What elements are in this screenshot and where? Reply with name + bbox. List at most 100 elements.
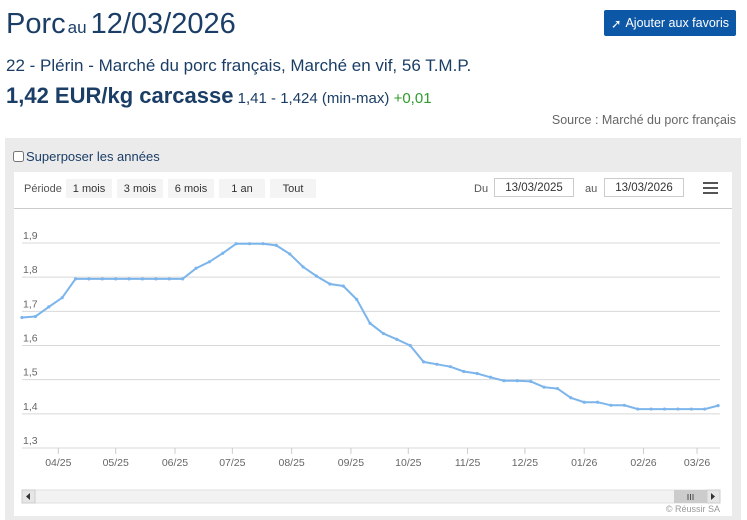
data-point (301, 265, 305, 269)
data-point (261, 242, 265, 246)
data-point (368, 321, 372, 325)
x-tick-label: 06/25 (162, 457, 188, 469)
data-point (355, 297, 359, 301)
arrow-left-icon (26, 493, 30, 500)
toolbar-divider (14, 208, 732, 209)
y-tick-label: 1,5 (23, 367, 38, 379)
period-6-months-button[interactable]: 6 mois (168, 179, 214, 198)
market-subtitle: 22 - Plérin - Marché du porc français, M… (6, 56, 472, 75)
data-point (462, 369, 466, 374)
x-tick-label: 08/25 (278, 457, 304, 469)
data-point (529, 379, 533, 383)
period-1-month-button[interactable]: 1 mois (66, 179, 112, 198)
data-point (488, 375, 493, 379)
data-point (408, 343, 412, 348)
price-value: 1,42 EUR/kg carcasse (6, 83, 234, 108)
data-point (127, 277, 131, 281)
overlay-years-checkbox[interactable] (13, 151, 24, 162)
overlay-years-label: Superposer les années (26, 149, 160, 164)
hamburger-menu-icon[interactable] (703, 182, 718, 194)
price-range: 1,41 - 1,424 (min-max) (237, 90, 390, 107)
arrow-right-icon (711, 493, 715, 500)
data-point (20, 315, 24, 320)
data-point (194, 266, 198, 270)
data-point (662, 407, 667, 411)
data-point (234, 242, 238, 246)
data-point (207, 260, 212, 264)
data-point (288, 252, 292, 256)
period-all-button[interactable]: Tout (270, 179, 316, 198)
data-point (448, 365, 452, 369)
data-point (181, 277, 185, 281)
data-point (87, 277, 91, 281)
data-point (689, 407, 693, 411)
data-point (676, 407, 680, 411)
data-point (247, 242, 252, 246)
data-point (622, 403, 626, 407)
credits: © Réussir SA (666, 504, 720, 514)
data-point (421, 360, 426, 364)
y-tick-label: 1,8 (23, 264, 38, 276)
data-point (341, 284, 345, 288)
data-point (100, 277, 104, 281)
product-name: Porc (6, 8, 66, 40)
period-1-year-button[interactable]: 1 an (219, 179, 265, 198)
y-tick-label: 1,7 (23, 298, 38, 310)
from-date-input[interactable]: 13/03/2025 (494, 178, 574, 197)
y-tick-label: 1,4 (23, 401, 38, 413)
quote-date: 12/03/2026 (90, 8, 236, 40)
x-tick-label: 11/25 (455, 457, 481, 469)
source-text: Source : Marché du porc français (551, 113, 736, 127)
price-change: +0,01 (393, 90, 432, 107)
period-label: Période (24, 183, 62, 195)
data-point (609, 403, 613, 407)
data-point (167, 277, 171, 281)
data-point (475, 371, 479, 376)
to-label: au (585, 183, 598, 195)
period-3-months-button[interactable]: 3 mois (117, 179, 163, 198)
data-point (596, 400, 600, 404)
data-point (502, 379, 506, 383)
y-tick-label: 1,9 (23, 230, 38, 242)
x-tick-label: 03/26 (684, 457, 710, 469)
to-date-input[interactable]: 13/03/2026 (604, 178, 684, 197)
price-line: 1,42 EUR/kg carcasse 1,41 - 1,424 (min-m… (6, 83, 432, 109)
overlay-years-toggle[interactable]: Superposer les années (13, 149, 160, 164)
data-point (60, 296, 64, 300)
data-point (636, 407, 640, 411)
data-point (154, 277, 158, 281)
x-tick-label: 04/25 (45, 457, 71, 469)
data-point (274, 243, 278, 247)
price-series-line (21, 242, 719, 411)
x-tick-label: 02/26 (630, 457, 656, 469)
x-tick-label: 10/25 (395, 457, 421, 469)
data-point (47, 305, 51, 309)
data-point (649, 407, 653, 411)
data-point (221, 251, 225, 255)
from-label: Du (474, 183, 489, 195)
x-tick-label: 09/25 (338, 457, 364, 469)
y-tick-label: 1,3 (23, 435, 38, 447)
data-point (33, 314, 37, 319)
data-point (114, 277, 118, 281)
data-point (515, 379, 519, 383)
navigator-scrollbar-track[interactable] (21, 489, 721, 504)
data-point (381, 331, 386, 336)
data-point (395, 337, 399, 341)
data-point (703, 407, 707, 411)
data-point (140, 277, 145, 281)
add-favorites-button[interactable]: ➚ Ajouter aux favoris (604, 10, 736, 36)
data-point (582, 400, 586, 404)
page-title: Porc au 12/03/2026 (6, 8, 236, 41)
data-point (328, 282, 332, 286)
x-tick-label: 07/25 (219, 457, 245, 469)
grip-icon (687, 494, 694, 500)
au-label: au (67, 18, 87, 37)
y-tick-label: 1,6 (23, 333, 38, 345)
data-point (314, 274, 319, 278)
data-point (569, 396, 573, 400)
data-point (73, 277, 78, 281)
add-favorites-label: Ajouter aux favoris (625, 16, 729, 30)
x-tick-label: 05/25 (103, 457, 129, 469)
